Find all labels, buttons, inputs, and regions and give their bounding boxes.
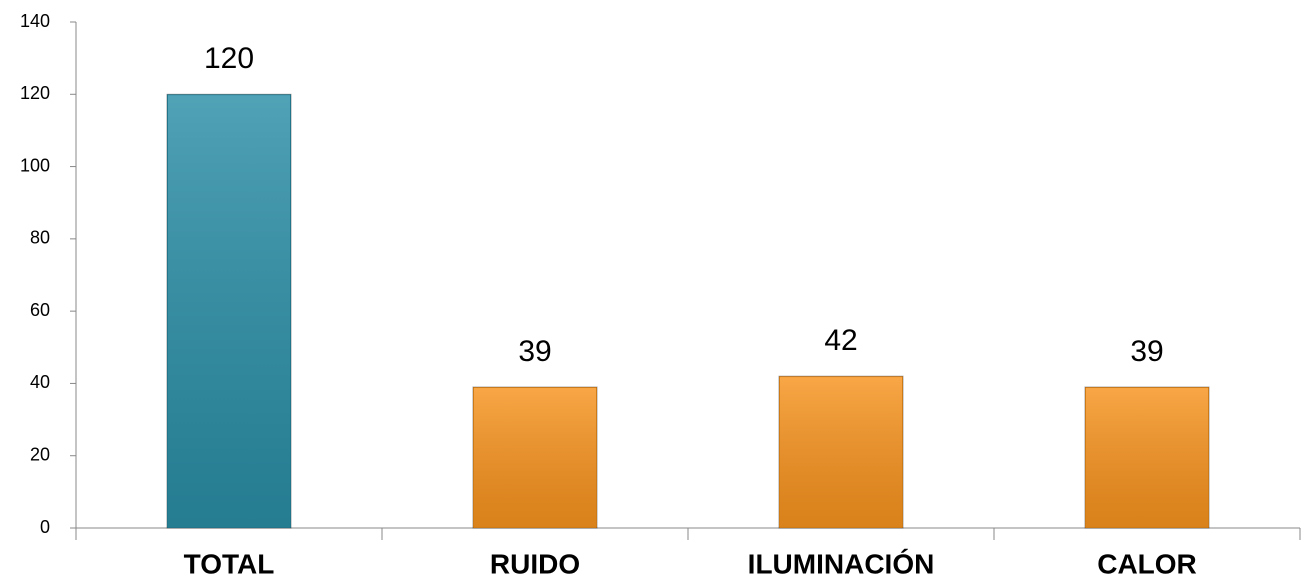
x-tick-label: RUIDO <box>490 548 580 579</box>
x-tick-label: TOTAL <box>184 548 275 579</box>
y-tick-label: 40 <box>30 372 50 392</box>
y-tick-label: 140 <box>20 11 50 31</box>
y-tick-label: 120 <box>20 83 50 103</box>
x-tick-label: CALOR <box>1097 548 1197 579</box>
y-tick-label: 80 <box>30 228 50 248</box>
bar-sheen <box>1086 388 1208 527</box>
value-label: 39 <box>518 335 551 368</box>
bar-sheen <box>474 388 596 527</box>
bar-sheen <box>780 377 902 527</box>
bar-sheen <box>168 95 290 528</box>
y-tick-label: 20 <box>30 444 50 464</box>
y-tick-label: 0 <box>40 517 50 537</box>
value-label: 42 <box>824 324 857 357</box>
y-tick-label: 100 <box>20 155 50 175</box>
y-tick-label: 60 <box>30 300 50 320</box>
x-tick-label: ILUMINACIÓN <box>748 548 935 579</box>
value-label: 39 <box>1130 335 1163 368</box>
value-label: 120 <box>204 42 254 75</box>
